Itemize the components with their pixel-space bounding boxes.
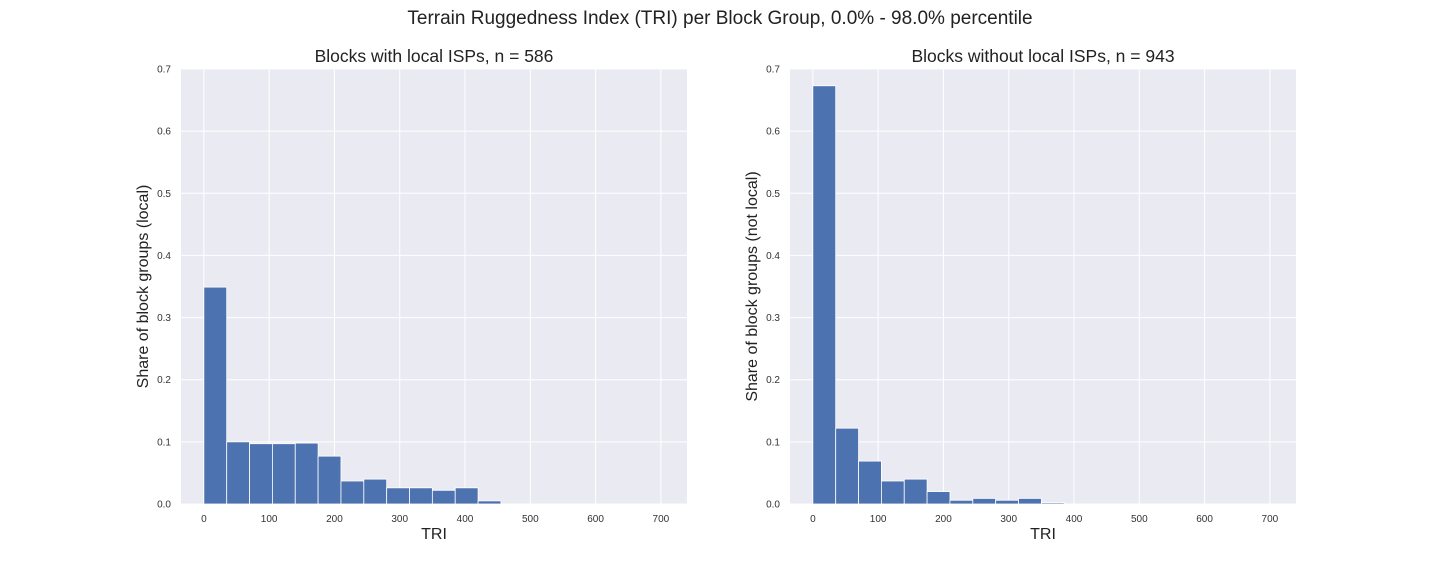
y-tick-label: 0.1	[766, 437, 780, 448]
y-tick-label: 0.4	[157, 251, 171, 262]
y-tick-label: 0.6	[157, 127, 171, 138]
y-tick-label: 0.1	[157, 437, 171, 448]
histogram-bar	[972, 498, 997, 505]
histogram-bar	[454, 487, 479, 505]
histogram-bar	[340, 480, 365, 505]
x-tick-label: 700	[653, 514, 670, 525]
y-tick-label: 0.3	[157, 313, 171, 324]
histogram-bar	[858, 460, 882, 505]
histogram-bar	[995, 499, 1019, 505]
x-tick-label: 200	[935, 514, 952, 525]
y-tick-label: 0.6	[766, 127, 780, 138]
histogram-bar	[431, 489, 456, 505]
y-tick-label: 0.7	[157, 65, 171, 76]
histogram-bar	[881, 480, 905, 505]
x-tick-label: 400	[1066, 514, 1083, 525]
histogram-bar	[949, 499, 974, 505]
histogram-bar	[249, 443, 273, 505]
chart-title: Blocks without local ISPs, n = 943	[911, 46, 1174, 66]
histogram-bar	[926, 491, 951, 505]
x-tick-label: 600	[587, 514, 604, 525]
chart-title: Blocks with local ISPs, n = 586	[315, 46, 554, 66]
histogram-bar	[226, 441, 250, 505]
x-tick-label: 100	[261, 514, 278, 525]
x-axis-label: TRI	[421, 526, 447, 543]
histogram-bar	[409, 487, 433, 505]
x-tick-label: 300	[391, 514, 408, 525]
x-tick-label: 100	[870, 514, 887, 525]
histogram-bar	[1018, 498, 1042, 505]
histogram-bar	[317, 455, 342, 505]
x-tick-label: 600	[1196, 514, 1213, 525]
histogram-bar	[294, 442, 319, 505]
y-tick-label: 0.4	[766, 251, 780, 262]
chart-panel-1: 0 100 200 300 400 500 600 700 0.0 0.1 0.2 0.3 0.4 0.5…	[135, 46, 687, 543]
histogram-bar	[903, 478, 928, 505]
plot-area	[181, 69, 687, 504]
histogram-bar	[812, 85, 837, 505]
x-tick-label: 500	[522, 514, 539, 525]
y-tick-label: 0.5	[157, 189, 171, 200]
histogram-bar	[386, 487, 410, 505]
x-tick-label: 0	[201, 514, 207, 525]
x-tick-label: 300	[1000, 514, 1017, 525]
y-tick-label: 0.7	[766, 65, 780, 76]
y-tick-label: 0.3	[766, 313, 780, 324]
x-tick-label: 400	[457, 514, 474, 525]
histogram-bar	[203, 286, 228, 505]
x-tick-label: 0	[810, 514, 816, 525]
y-tick-label: 0.0	[766, 500, 780, 511]
y-axis-label: Share of block groups (not local)	[744, 171, 761, 401]
histogram-bar	[1040, 502, 1065, 505]
y-tick-label: 0.2	[766, 375, 780, 386]
histogram-bar	[363, 478, 388, 505]
plot-area	[790, 69, 1296, 504]
y-axis-label: Share of block groups (local)	[135, 185, 152, 389]
y-tick-label: 0.0	[157, 500, 171, 511]
chart-panel-2: 0 100 200 300 400 500 600 700 0.0 0.1 0.2 0.3 0.4 0.5…	[744, 46, 1296, 543]
x-axis-label: TRI	[1030, 526, 1056, 543]
histogram-bar	[272, 443, 296, 505]
figure-title: Terrain Ruggedness Index (TRI) per Block…	[407, 8, 1033, 29]
y-tick-label: 0.5	[766, 189, 780, 200]
x-tick-label: 500	[1131, 514, 1148, 525]
x-tick-label: 700	[1262, 514, 1279, 525]
histogram-bar	[477, 500, 502, 505]
y-tick-label: 0.2	[157, 375, 171, 386]
histogram-bar	[835, 427, 859, 505]
x-tick-label: 200	[326, 514, 343, 525]
